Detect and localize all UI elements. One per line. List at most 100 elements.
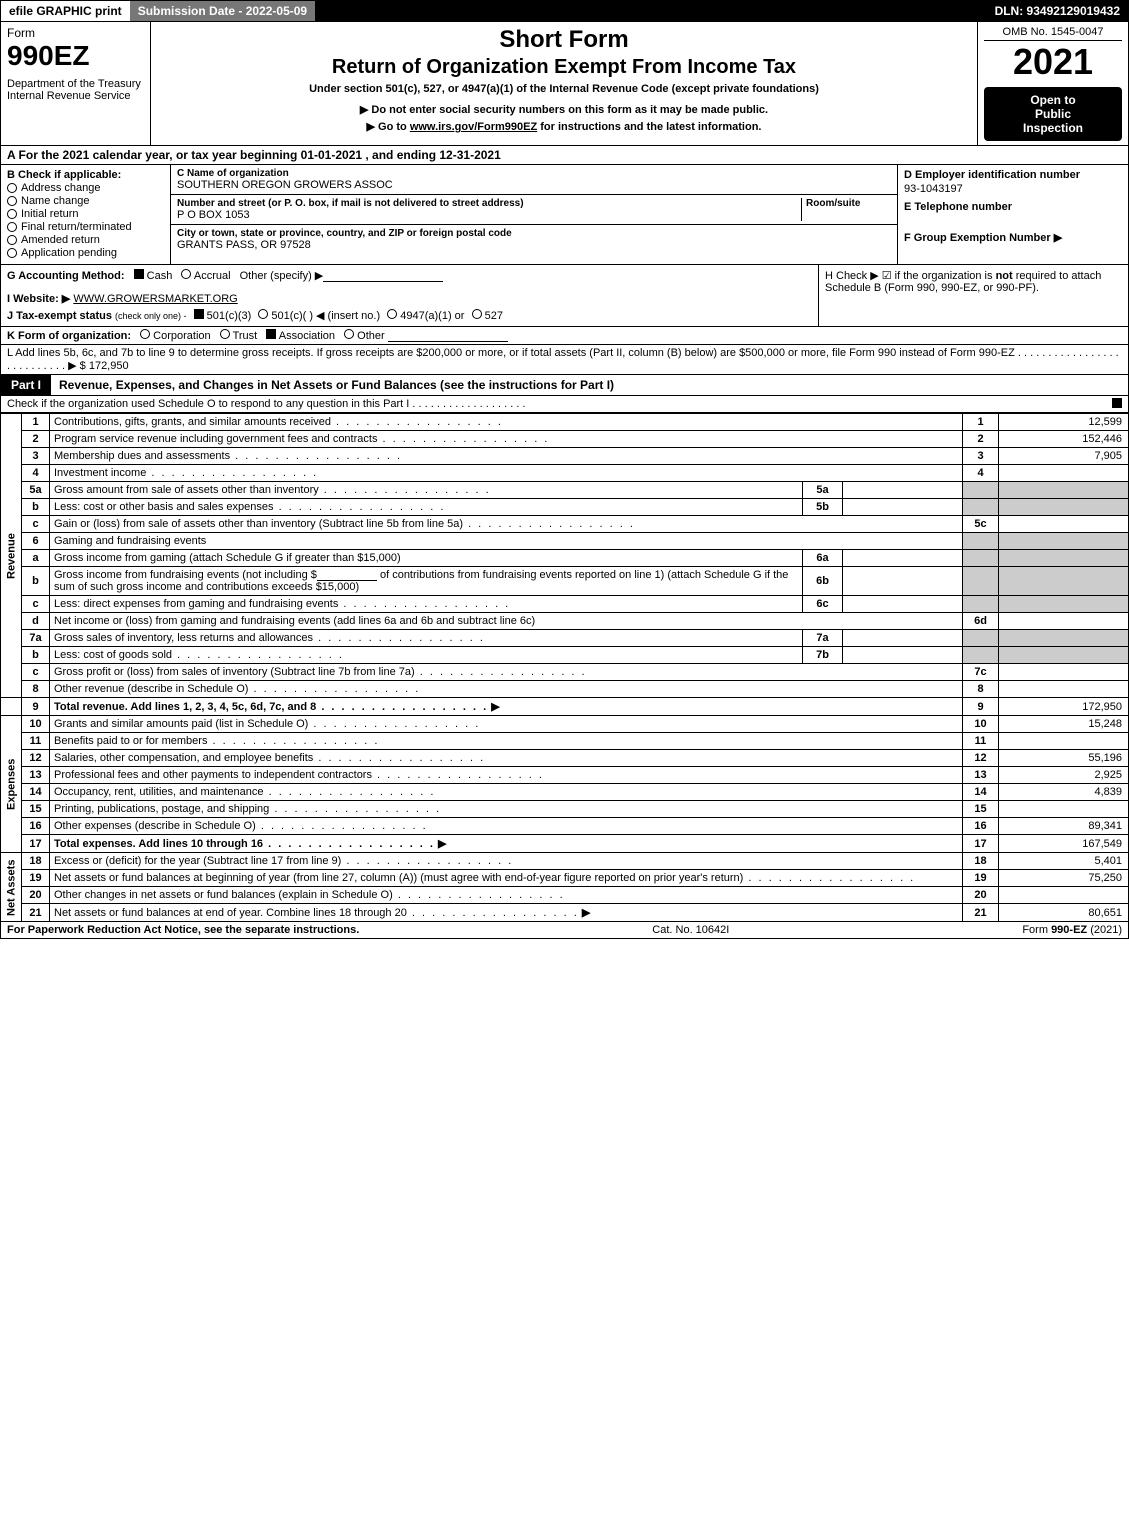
l2-num: 2 [22,431,50,448]
l6b-val[interactable] [843,567,963,596]
chk-name[interactable]: Name change [7,195,164,207]
l20-amount [999,887,1129,904]
l18-amount: 5,401 [999,853,1129,870]
chk-amended[interactable]: Amended return [7,234,164,246]
l6a-code [963,550,999,567]
part-i-check-text: Check if the organization used Schedule … [7,398,1112,410]
chk-initial[interactable]: Initial return [7,208,164,220]
l6d-num: d [22,613,50,630]
l15-desc: Printing, publications, postage, and shi… [54,803,441,815]
l6c-val[interactable] [843,596,963,613]
l2-desc: Program service revenue including govern… [54,433,549,445]
l6a-val[interactable] [843,550,963,567]
chk-assoc[interactable] [266,329,276,339]
group-label: F Group Exemption Number ▶ [904,231,1122,244]
footer-cat: Cat. No. 10642I [652,924,729,936]
l6b-num: b [22,567,50,596]
l6-amount [999,533,1129,550]
org-name-label: C Name of organization [177,168,891,179]
open-line1: Open to [984,93,1122,107]
dln: DLN: 93492129019432 [987,1,1128,21]
chk-final[interactable]: Final return/terminated [7,221,164,233]
l13-num: 13 [22,767,50,784]
tax-year: 2021 [984,41,1122,83]
l21-arrow: ▶ [582,907,590,919]
chk-pending[interactable]: Application pending [7,247,164,259]
chk-part-i-sched-o[interactable] [1112,398,1122,408]
l6c-code [963,596,999,613]
l7b-val[interactable] [843,647,963,664]
l10-num: 10 [22,716,50,733]
l7b-amount [999,647,1129,664]
header-right: OMB No. 1545-0047 2021 Open to Public In… [978,22,1128,145]
l10-desc: Grants and similar amounts paid (list in… [54,718,480,730]
chk-501c3[interactable] [194,309,204,319]
short-form-title: Short Form [157,26,971,54]
l16-desc: Other expenses (describe in Schedule O) [54,820,428,832]
l9-arrow: ▶ [491,701,499,713]
h-text1: H Check ▶ ☑ if the organization is [825,270,996,282]
tel-label: E Telephone number [904,201,1122,213]
l1-amount: 12,599 [999,414,1129,431]
l5a-val[interactable] [843,482,963,499]
cash-label: Cash [147,270,173,282]
chk-address-label: Address change [21,182,101,194]
chk-address[interactable]: Address change [7,182,164,194]
go-to-link[interactable]: www.irs.gov/Form990EZ [410,121,537,133]
l7a-val[interactable] [843,630,963,647]
chk-trust[interactable] [220,329,230,339]
l5b-val[interactable] [843,499,963,516]
l5b-code [963,499,999,516]
l6b-blank[interactable] [317,569,377,581]
l6-num: 6 [22,533,50,550]
part-i-header: Part I Revenue, Expenses, and Changes in… [0,375,1129,396]
submission-date: Submission Date - 2022-05-09 [130,1,315,21]
l2-amount: 152,446 [999,431,1129,448]
footer-right-post: (2021) [1087,924,1122,936]
chk-accrual[interactable] [181,269,191,279]
chk-4947[interactable] [387,309,397,319]
l19-code: 19 [963,870,999,887]
l5b-desc: Less: cost or other basis and sales expe… [54,501,445,513]
l19-num: 19 [22,870,50,887]
l12-code: 12 [963,750,999,767]
other-specify-line[interactable] [323,270,443,282]
chk-other-org[interactable] [344,329,354,339]
l6-code [963,533,999,550]
l5c-num: c [22,516,50,533]
l5a-code [963,482,999,499]
trust-label: Trust [233,330,258,342]
header-left: Form 990EZ Department of the Treasury In… [1,22,151,145]
col-c: C Name of organization SOUTHERN OREGON G… [171,165,898,264]
chk-501c[interactable] [258,309,268,319]
org-name: SOUTHERN OREGON GROWERS ASSOC [177,179,891,191]
footer-left: For Paperwork Reduction Act Notice, see … [7,924,359,936]
l6c-desc: Less: direct expenses from gaming and fu… [54,598,510,610]
chk-cash[interactable] [134,269,144,279]
go-to-line: ▶ Go to www.irs.gov/Form990EZ for instru… [157,120,971,133]
l6a-desc: Gross income from gaming (attach Schedul… [50,550,803,567]
l6d-code: 6d [963,613,999,630]
form-header: Form 990EZ Department of the Treasury In… [0,22,1129,146]
l7c-num: c [22,664,50,681]
l5b-sub: 5b [803,499,843,516]
footer-right: Form 990-EZ (2021) [1022,924,1122,936]
l17-num: 17 [22,835,50,853]
bcdef-row: B Check if applicable: Address change Na… [0,165,1129,265]
website-link[interactable]: WWW.GROWERSMARKET.ORG [73,293,237,305]
other-org-line[interactable] [388,330,508,342]
open-line3: Inspection [984,121,1122,135]
website-label: I Website: ▶ [7,293,70,305]
l10-code: 10 [963,716,999,733]
l18-num: 18 [22,853,50,870]
l7c-code: 7c [963,664,999,681]
l3-code: 3 [963,448,999,465]
chk-corp[interactable] [140,329,150,339]
chk-527[interactable] [472,309,482,319]
l5b-amount [999,499,1129,516]
city-label: City or town, state or province, country… [177,228,891,239]
col-d: D Employer identification number 93-1043… [898,165,1128,264]
l4-desc: Investment income [54,467,318,479]
l-text: L Add lines 5b, 6c, and 7b to line 9 to … [7,347,1119,372]
l5a-sub: 5a [803,482,843,499]
